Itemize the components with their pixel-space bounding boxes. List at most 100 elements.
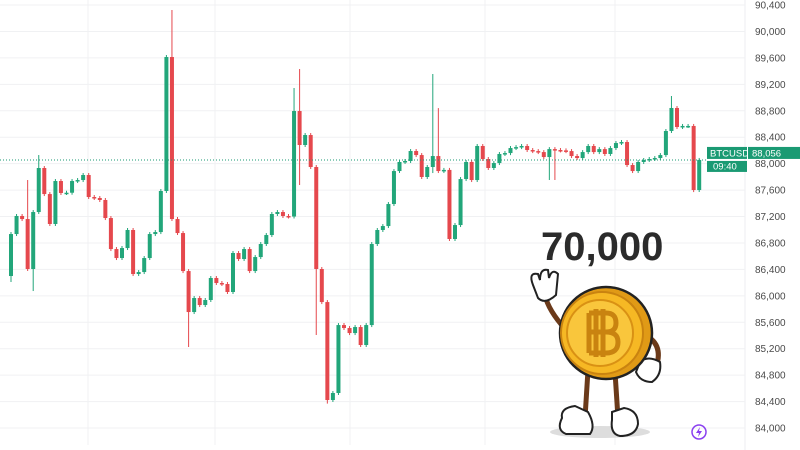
candle-body <box>192 298 197 313</box>
candle <box>264 233 269 247</box>
candle-body <box>486 159 491 169</box>
lightning-icon[interactable] <box>691 424 707 440</box>
candles <box>9 10 702 404</box>
candle-body <box>564 150 568 152</box>
candle <box>502 151 507 156</box>
candle-body <box>131 230 136 275</box>
candle-body <box>458 179 463 226</box>
candle <box>258 242 263 260</box>
candle <box>92 195 97 201</box>
candle <box>391 169 396 207</box>
countdown-tag: 09:40 <box>707 160 747 172</box>
candle-body <box>453 225 457 239</box>
candle <box>658 153 663 161</box>
last-price-label: 88,056 <box>752 148 781 159</box>
candle-body <box>425 167 430 177</box>
candle <box>319 267 324 305</box>
y-tick-label: 85,600 <box>755 318 786 329</box>
candle-body <box>70 181 75 193</box>
candle-body <box>58 181 63 193</box>
candle <box>203 298 208 308</box>
candle-body <box>630 165 635 172</box>
y-tick-label: 86,000 <box>755 291 786 302</box>
candle <box>458 177 463 228</box>
candle <box>336 323 341 396</box>
candle-body <box>353 327 358 334</box>
candle <box>414 149 419 158</box>
candle <box>625 140 630 168</box>
candle-body <box>469 161 474 181</box>
candle <box>114 247 119 261</box>
candle-body <box>397 161 402 172</box>
candle-body <box>658 155 663 159</box>
candle <box>525 143 530 153</box>
candle-body <box>236 253 241 260</box>
candle-body <box>641 160 646 162</box>
candle <box>641 158 646 164</box>
y-tick-label: 84,400 <box>755 397 786 408</box>
candle-body <box>597 149 602 153</box>
candle-body <box>42 168 47 195</box>
price-axis[interactable]: 90,400 90,000 89,600 89,200 88,800 88,400 88,0… <box>755 1 786 435</box>
candle-body <box>186 271 191 313</box>
candle <box>569 149 574 159</box>
candle-body <box>497 153 502 164</box>
candle-body <box>519 145 524 148</box>
candle <box>491 161 496 171</box>
candle <box>469 159 474 183</box>
candle-body <box>330 393 335 401</box>
y-tick-label: 88,000 <box>755 159 786 170</box>
candle-body <box>269 214 274 236</box>
candle <box>369 242 374 328</box>
candle <box>42 166 47 197</box>
candle <box>147 232 152 261</box>
candle-body <box>669 107 674 131</box>
candle <box>303 133 308 147</box>
candle-body <box>691 125 696 191</box>
candle <box>464 159 469 182</box>
candle-body <box>697 159 702 191</box>
candle-body <box>541 152 546 158</box>
candle <box>53 179 58 226</box>
candle <box>386 202 391 229</box>
candle-body <box>280 212 285 216</box>
candle <box>97 196 102 202</box>
candle <box>602 147 607 156</box>
y-tick-label: 90,000 <box>755 27 786 38</box>
candle <box>680 123 685 130</box>
candle-body <box>358 327 363 346</box>
candle-body <box>575 156 580 159</box>
candle-body <box>447 169 452 239</box>
candle <box>297 69 302 186</box>
candle <box>497 151 502 166</box>
candle <box>647 157 652 163</box>
candle-body <box>181 233 186 272</box>
candle-body <box>86 175 91 198</box>
candle-body <box>386 204 391 227</box>
candle <box>564 148 568 154</box>
candle <box>214 275 219 286</box>
symbol-label: BTCUSD <box>710 148 749 159</box>
candle <box>9 232 13 282</box>
candle <box>247 247 252 274</box>
candle <box>231 251 235 295</box>
y-tick-label: 87,600 <box>755 186 786 197</box>
candle <box>108 216 113 252</box>
candle <box>153 230 158 237</box>
candle-body <box>297 111 302 145</box>
candle <box>575 154 580 161</box>
candle-body <box>414 151 419 156</box>
candle <box>330 391 335 403</box>
candle-body <box>114 249 119 259</box>
y-tick-label: 86,400 <box>755 265 786 276</box>
candle-body <box>525 145 530 151</box>
candle <box>14 213 19 237</box>
candle <box>64 190 69 195</box>
y-tick-label: 84,000 <box>755 424 786 435</box>
candle <box>169 10 174 222</box>
candle-body <box>303 135 308 145</box>
candle-body <box>475 145 480 181</box>
candle-body <box>391 171 396 205</box>
candle-body <box>53 181 58 224</box>
candle <box>697 157 702 193</box>
